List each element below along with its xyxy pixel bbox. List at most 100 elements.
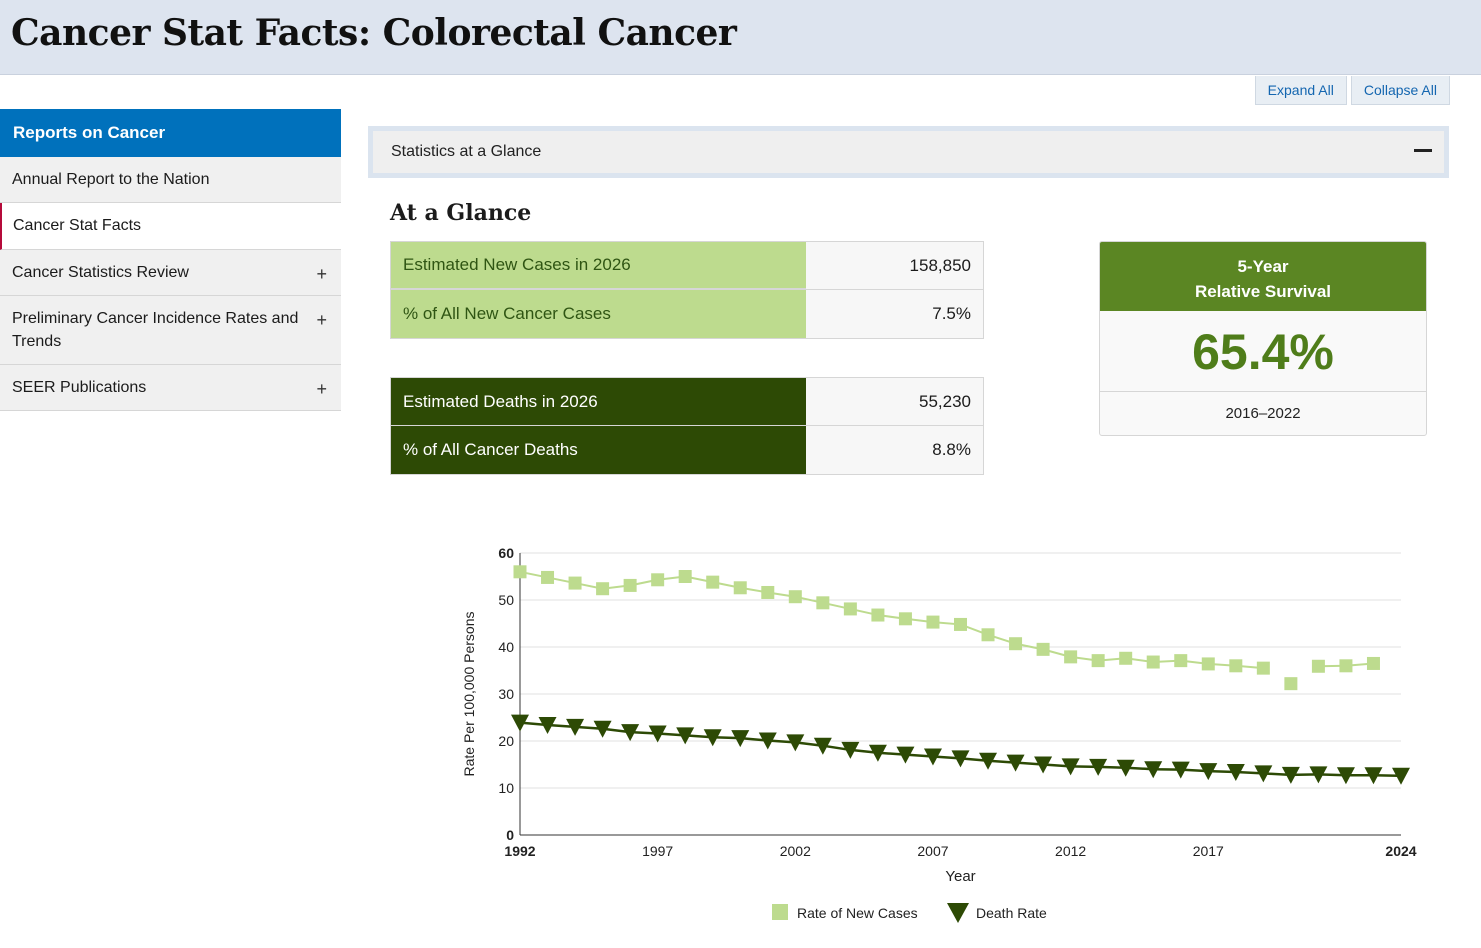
y-tick-label: 40 [498, 639, 514, 655]
plus-icon[interactable]: + [316, 263, 327, 284]
y-tick-label: 60 [498, 545, 514, 561]
sidebar-item-label: Annual Report to the Nation [12, 171, 210, 188]
sidebar-item-label: Cancer Statistics Review [12, 263, 189, 281]
data-point-new-cases [1311, 659, 1325, 673]
data-point-death-rate [1254, 765, 1273, 783]
data-point-death-rate [676, 727, 695, 745]
data-point-death-rate [923, 748, 942, 766]
sidebar-title[interactable]: Reports on Cancer [0, 109, 341, 157]
sidebar-item-statistics-review[interactable]: Cancer Statistics Review + [0, 249, 341, 297]
table-row: % of All Cancer Deaths 8.8% [391, 426, 983, 474]
data-point-death-rate [593, 720, 612, 738]
data-point-new-cases [816, 596, 830, 610]
data-point-death-rate [1364, 767, 1383, 785]
page-header: Cancer Stat Facts: Colorectal Cancer [0, 0, 1481, 75]
sidebar-item-preliminary-rates[interactable]: Preliminary Cancer Incidence Rates and T… [0, 296, 341, 365]
survival-heading-line2: Relative Survival [1194, 281, 1332, 301]
data-point-death-rate [1336, 767, 1355, 785]
data-point-new-cases [678, 570, 692, 583]
data-point-death-rate [1281, 766, 1300, 784]
legend-label-death-rate: Death Rate [976, 905, 1047, 921]
stat-label: % of All New Cancer Cases [391, 290, 806, 338]
accordion-statistics-at-a-glance[interactable]: Statistics at a Glance [368, 126, 1449, 178]
data-point-death-rate [703, 729, 722, 747]
data-point-death-rate [979, 752, 998, 770]
data-point-death-rate [1392, 767, 1410, 785]
y-axis-label: Rate Per 100,000 Persons [461, 612, 477, 777]
data-point-new-cases [1366, 656, 1380, 670]
data-point-new-cases [981, 628, 995, 642]
minus-icon[interactable] [1414, 149, 1432, 152]
table-row: % of All New Cancer Cases 7.5% [391, 290, 983, 338]
data-point-new-cases [568, 576, 582, 590]
data-point-new-cases [843, 602, 857, 616]
y-tick-label: 0 [506, 827, 514, 843]
sidebar-nav: Reports on Cancer Annual Report to the N… [0, 109, 341, 412]
data-point-death-rate [1226, 764, 1245, 782]
series-line [519, 570, 1264, 670]
stat-value: 55,230 [806, 378, 983, 425]
x-tick-label: 2007 [917, 843, 948, 859]
data-point-death-rate [1199, 763, 1218, 781]
data-point-death-rate [1006, 754, 1025, 772]
data-point-new-cases [541, 570, 555, 584]
table-row: Estimated New Cases in 2026 158,850 [391, 242, 983, 290]
sidebar-item-label: Preliminary Cancer Incidence Rates and T… [12, 310, 299, 350]
data-point-new-cases [596, 582, 610, 596]
data-point-new-cases [623, 578, 637, 592]
legend-label-new-cases: Rate of New Cases [797, 905, 918, 921]
page-title: Cancer Stat Facts: Colorectal Cancer [11, 12, 737, 54]
survival-value: 65.4% [1100, 311, 1426, 392]
survival-card: 5-Year Relative Survival 65.4% 2016–2022 [1099, 241, 1427, 436]
data-point-new-cases [954, 617, 967, 631]
data-point-new-cases [651, 573, 665, 587]
sidebar-item-seer-publications[interactable]: SEER Publications + [0, 364, 341, 412]
data-point-new-cases [733, 581, 747, 595]
data-point-new-cases [1339, 659, 1353, 673]
data-point-death-rate [1034, 756, 1053, 774]
data-point-death-rate [1171, 761, 1190, 779]
data-point-death-rate [1144, 761, 1163, 779]
x-axis-label: Year [945, 868, 975, 885]
expand-collapse-controls: Expand All Collapse All [1254, 76, 1450, 105]
x-tick-label: 2024 [1385, 843, 1416, 859]
legend-marker-new-cases [772, 904, 788, 920]
survival-range: 2016–2022 [1225, 405, 1301, 422]
section-title: At a Glance [390, 200, 532, 226]
data-point-new-cases [788, 590, 802, 604]
expand-all-button[interactable]: Expand All [1254, 76, 1347, 105]
data-point-new-cases [1174, 654, 1188, 668]
data-point-new-cases [898, 612, 912, 626]
data-point-death-rate [621, 724, 640, 742]
plus-icon[interactable]: + [316, 378, 327, 399]
data-point-death-rate [538, 717, 557, 735]
data-point-new-cases [761, 585, 775, 599]
data-point-death-rate [1309, 766, 1328, 784]
legend-marker-death-rate [947, 903, 969, 923]
data-point-death-rate [813, 737, 832, 755]
data-point-new-cases [1036, 642, 1050, 656]
collapse-all-button[interactable]: Collapse All [1350, 76, 1450, 105]
x-tick-label: 2012 [1055, 843, 1086, 859]
table-row: Estimated Deaths in 2026 55,230 [391, 378, 983, 426]
survival-heading-line1: 5-Year [1237, 257, 1289, 276]
data-point-new-cases [1119, 651, 1133, 665]
data-point-death-rate [841, 741, 860, 759]
survival-heading: 5-Year Relative Survival [1100, 242, 1426, 311]
data-point-new-cases [1284, 677, 1298, 691]
x-tick-label: 1992 [504, 843, 535, 859]
sidebar-item-annual-report[interactable]: Annual Report to the Nation [0, 157, 341, 204]
data-point-new-cases [1146, 655, 1160, 669]
plus-icon[interactable]: + [316, 310, 327, 331]
x-tick-label: 1997 [642, 843, 673, 859]
trend-chart: 0 10 20 30 40 50 60 1992 1997 2002 2007 2012 2017 202… [450, 540, 1430, 940]
sidebar-item-cancer-stat-facts[interactable]: Cancer Stat Facts [0, 203, 341, 250]
data-point-death-rate [786, 734, 805, 752]
data-point-new-cases [1201, 657, 1215, 671]
data-point-new-cases [706, 575, 720, 589]
data-point-new-cases [513, 565, 527, 579]
data-point-death-rate [1061, 758, 1080, 776]
data-point-death-rate [758, 732, 777, 750]
y-tick-label: 50 [498, 592, 514, 608]
stat-value: 7.5% [806, 290, 983, 338]
